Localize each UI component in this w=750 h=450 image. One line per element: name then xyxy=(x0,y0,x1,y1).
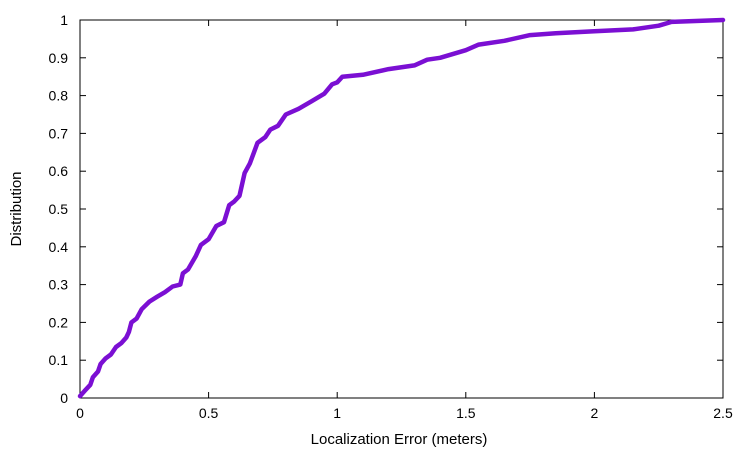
x-tick-label: 1.5 xyxy=(456,405,476,421)
tick-labels: 0 0.5 1 1.5 2 2.5 0 0.1 0.2 0.3 0.4 0.5 0.6 0.7 0.8 0.9… xyxy=(49,12,733,421)
plot-frame xyxy=(79,19,724,399)
y-tick-label: 1 xyxy=(60,12,68,28)
axis-ticks xyxy=(79,19,724,399)
y-tick-label: 0.6 xyxy=(49,163,69,179)
y-tick-label: 0 xyxy=(60,390,68,406)
y-tick-label: 0.5 xyxy=(49,201,69,217)
x-tick-label: 1 xyxy=(333,405,341,421)
x-axis-title: Localization Error (meters) xyxy=(311,431,488,448)
cdf-series-line xyxy=(77,17,726,399)
x-tick-label: 0.5 xyxy=(199,405,219,421)
series-group xyxy=(77,17,726,399)
y-tick-label: 0.3 xyxy=(49,277,69,293)
y-tick-label: 0.2 xyxy=(49,314,69,330)
y-tick-label: 0.8 xyxy=(49,88,69,104)
x-tick-label: 2 xyxy=(591,405,599,421)
x-tick-label: 0 xyxy=(76,405,84,421)
y-tick-label: 0.1 xyxy=(49,352,69,368)
y-axis-title: Distribution xyxy=(8,171,25,246)
y-tick-label: 0.9 xyxy=(49,50,69,66)
y-tick-label: 0.4 xyxy=(49,239,69,255)
x-tick-label: 2.5 xyxy=(713,405,733,421)
y-tick-label: 0.7 xyxy=(49,125,69,141)
